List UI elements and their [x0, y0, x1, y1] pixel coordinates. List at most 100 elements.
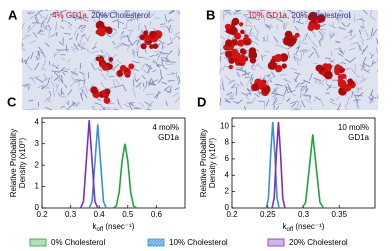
lipid	[48, 29, 51, 38]
lipid	[132, 17, 141, 20]
lipid	[377, 58, 379, 61]
lipid	[335, 41, 340, 43]
lipid	[75, 32, 79, 41]
legend-label: 20% Cholesterol	[289, 238, 348, 247]
lipid	[116, 59, 122, 64]
y-tick-label: 10	[220, 121, 229, 130]
lipid	[313, 96, 318, 102]
lipid	[290, 67, 297, 71]
lipid	[298, 14, 302, 24]
lipid	[295, 46, 301, 55]
lipid	[169, 36, 173, 44]
lipid	[286, 98, 291, 102]
lipid	[355, 75, 361, 78]
lipid	[272, 99, 279, 106]
legend-label: 10% Cholesterol	[169, 238, 228, 247]
lipid	[294, 72, 301, 75]
lipid	[52, 88, 55, 97]
lipid	[354, 63, 357, 72]
lipid	[146, 108, 152, 111]
lipid	[160, 23, 166, 25]
gd1a	[228, 64, 234, 70]
gd1a	[108, 57, 114, 62]
lipid	[293, 56, 296, 61]
lipid	[57, 92, 61, 97]
lipid	[41, 64, 45, 70]
lipid	[251, 17, 261, 21]
lipid	[73, 29, 78, 36]
lipid	[236, 9, 242, 13]
x-label-rest: (nsec⁻¹)	[103, 222, 135, 231]
lipid	[305, 95, 310, 98]
caption-gd1a: 4% GD1a,	[52, 11, 89, 20]
lipid	[167, 26, 171, 33]
lipid	[287, 89, 296, 94]
lipid	[349, 34, 357, 41]
y-axis-label: Density (x10⁰)	[18, 138, 27, 189]
lipid	[44, 24, 48, 30]
lipid	[37, 84, 44, 89]
lipid	[335, 62, 343, 66]
lipid	[142, 83, 148, 92]
lipid	[61, 57, 66, 61]
gd1a	[281, 63, 287, 69]
lipid	[243, 106, 247, 111]
lipid	[265, 74, 271, 77]
panel-label: C	[7, 94, 17, 109]
lipid	[366, 37, 373, 41]
lipid	[338, 26, 346, 31]
lipid	[360, 25, 363, 32]
lipid	[150, 78, 155, 85]
lipid	[294, 74, 299, 82]
gd1a	[237, 54, 247, 64]
lipid	[361, 49, 365, 55]
lipid	[140, 63, 145, 70]
lipid	[293, 17, 296, 24]
lipid	[219, 88, 222, 91]
gd1a	[238, 22, 244, 27]
lipid	[273, 36, 279, 43]
lipid	[138, 23, 140, 32]
lipid	[146, 9, 149, 12]
lipid	[42, 67, 47, 71]
lipid	[169, 85, 172, 92]
lipid	[303, 42, 308, 45]
lipid	[172, 92, 179, 98]
lipid	[249, 74, 253, 82]
lipid	[119, 34, 126, 38]
lipid	[299, 9, 303, 13]
lipid	[152, 59, 160, 67]
lipid	[155, 91, 160, 100]
lipid	[164, 14, 168, 22]
density-curve	[79, 120, 99, 209]
lipid	[167, 50, 173, 56]
lipid	[344, 104, 348, 111]
lipid	[311, 41, 318, 48]
lipid	[361, 75, 365, 82]
gd1a	[317, 14, 326, 23]
lipid	[316, 9, 320, 13]
lipid	[100, 81, 106, 90]
lipid	[106, 12, 110, 18]
lipid	[334, 48, 340, 50]
lipid	[257, 64, 264, 70]
lipid	[269, 75, 276, 79]
lipid	[148, 79, 152, 87]
lipid	[298, 104, 302, 111]
gd1a	[143, 30, 149, 36]
y-axis-label: Relative Probability	[199, 129, 208, 197]
lipid	[246, 81, 250, 87]
lipid	[331, 86, 339, 88]
lipid	[293, 53, 295, 58]
lipid	[362, 20, 365, 28]
x-label-sub: off	[287, 227, 294, 233]
lipid	[168, 9, 174, 14]
lipid	[221, 78, 224, 84]
lipid	[40, 77, 49, 83]
lipid	[177, 11, 181, 14]
lipid	[117, 98, 120, 105]
lipid	[148, 100, 154, 107]
annotation: GD1a	[158, 133, 179, 142]
lipid	[177, 47, 180, 53]
lipid	[225, 91, 233, 96]
